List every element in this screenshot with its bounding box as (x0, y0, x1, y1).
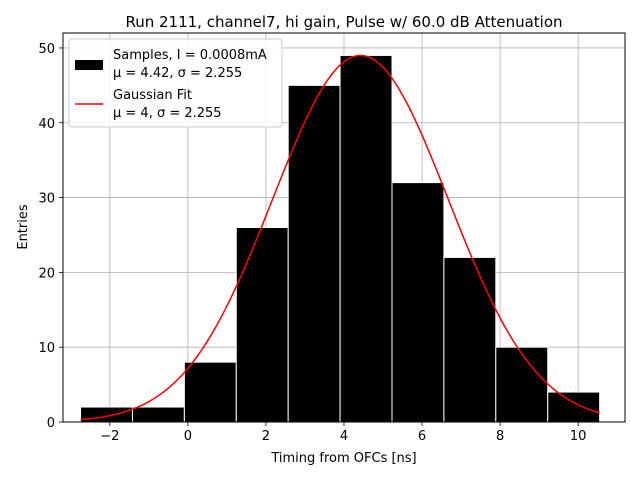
y-tick-label: 40 (38, 117, 55, 132)
legend-samples-stats: μ = 4.42, σ = 2.255 (113, 66, 242, 81)
y-tick-label: 30 (38, 192, 55, 207)
x-tick-label: 4 (340, 429, 348, 444)
histogram-bar (443, 256, 497, 423)
x-tick-label: 0 (184, 429, 192, 444)
y-tick-label: 0 (47, 416, 55, 431)
y-tick-label: 20 (38, 266, 55, 281)
histogram-bar (131, 406, 185, 423)
legend-frame (68, 38, 283, 128)
chart-title: Run 2111, channel7, hi gain, Pulse w/ 60… (125, 13, 562, 31)
gaussian-fit-curve (80, 54, 600, 421)
axis-ticks: −2 0 2 4 6 8 10 0 10 20 30 40 50 (38, 42, 586, 444)
y-axis-label: Entries (16, 204, 31, 250)
histogram-bar (287, 84, 341, 423)
legend: Samples, I = 0.0008mA μ = 4.42, σ = 2.25… (68, 38, 283, 128)
histogram-bar (235, 227, 289, 423)
histogram-bar (339, 54, 393, 423)
histogram-bar (80, 406, 133, 423)
legend-fit-stats: μ = 4, σ = 2.255 (113, 106, 222, 121)
histogram-bar (495, 346, 549, 423)
x-tick-label: −2 (100, 429, 119, 444)
y-tick-label: 10 (38, 341, 55, 356)
x-tick-label: 10 (570, 429, 587, 444)
x-tick-label: 2 (262, 429, 270, 444)
histogram-bars (80, 54, 601, 423)
legend-fit-label: Gaussian Fit (113, 88, 192, 103)
fit-curve-layer (80, 54, 600, 421)
histogram-bar (183, 361, 237, 423)
x-tick-label: 8 (496, 429, 504, 444)
histogram-bar (547, 391, 601, 423)
x-tick-label: 6 (418, 429, 426, 444)
legend-samples-label: Samples, I = 0.0008mA (113, 48, 267, 63)
x-axis-label: Timing from OFCs [ns] (270, 451, 416, 466)
histogram-bar (391, 182, 445, 423)
y-tick-label: 50 (38, 42, 55, 57)
legend-samples-swatch (75, 60, 103, 70)
